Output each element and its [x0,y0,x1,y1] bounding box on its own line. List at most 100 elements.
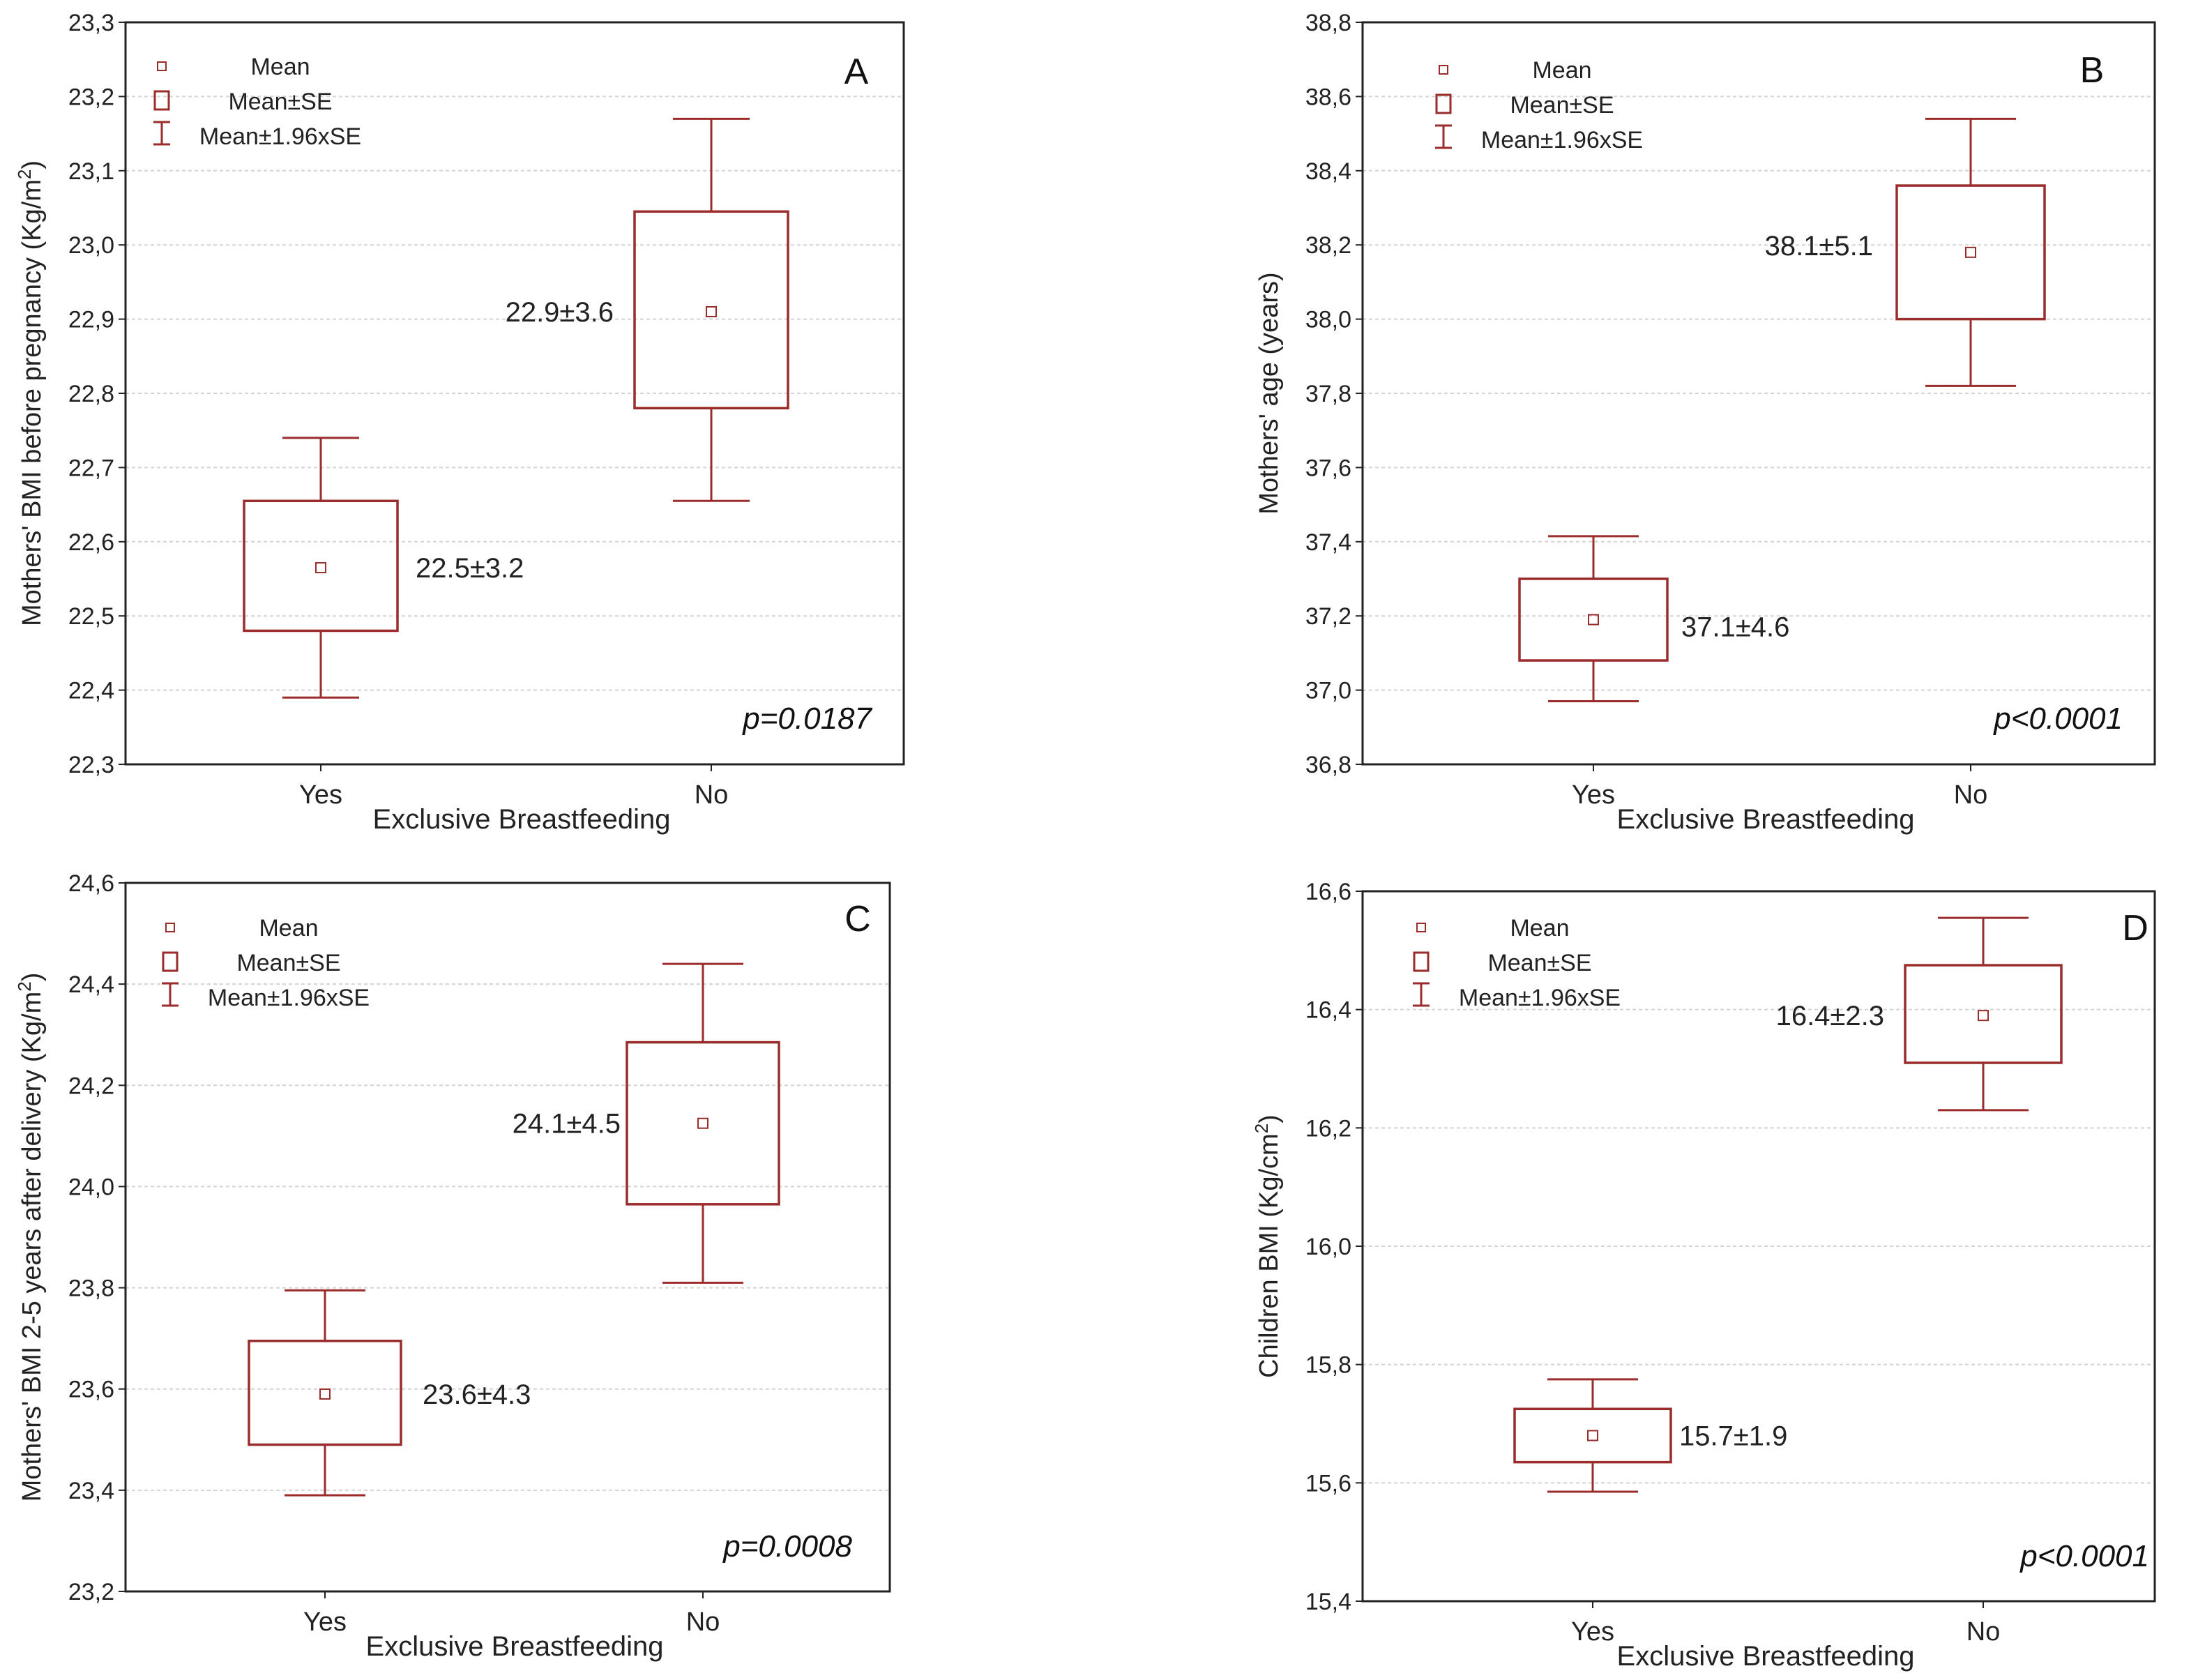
y-tick-label: 38,2 [1305,232,1351,259]
legend: Mean Mean±SE Mean±1.96xSE [162,915,370,1011]
panel-letter: A [844,52,869,92]
x-tick-label: No [1954,780,1988,810]
y-tick-label: 24,4 [68,971,114,998]
mean-sd-label: 15.7±1.9 [1679,1421,1787,1451]
panel-letter: B [2080,50,2105,91]
y-axis-label-end: ) [17,973,47,982]
y-tick-label: 15,4 [1305,1589,1351,1615]
mean-sd-label: 22.5±3.2 [416,553,524,584]
x-tick-label: No [695,780,729,810]
y-tick-label: 16,2 [1305,1115,1351,1142]
y-tick-label: 23,6 [68,1377,114,1403]
se-box [1518,577,1669,662]
legend-se-icon [1435,93,1452,114]
se-box [1513,1407,1672,1464]
mean-marker [697,1117,708,1129]
series-no: 38.1±5.1 [1765,117,2046,387]
mean-marker [1965,246,1976,258]
se-box [626,1040,780,1206]
mean-marker [315,562,326,574]
y-axis-label: Mothers' BMI 2-5 years after delivery (K… [14,973,47,1502]
p-value: p<0.0001 [1992,702,2123,736]
y-tick-label: 22,8 [68,381,114,407]
x-axis-label: Exclusive Breastfeeding [1617,1641,1915,1672]
y-axis-label-main: Mothers' BMI before pregnancy (Kg/m [17,179,47,626]
x-axis-label: Exclusive Breastfeeding [373,804,671,835]
mean-sd-label: 38.1±5.1 [1765,231,1873,262]
y-tick-label: 38,8 [1305,10,1351,36]
mean-sd-label: 24.1±4.5 [513,1109,621,1140]
p-value: p=0.0187 [741,702,872,736]
y-axis-label: Children BMI (Kg/cm2) [1251,1114,1284,1378]
se-box [243,499,399,633]
x-tick-label: No [686,1607,720,1637]
series-no: 22.9±3.6 [506,117,789,502]
legend-mean-label: Mean [259,915,318,941]
legend-se-label: Mean±SE [228,89,332,115]
legend-mean-label: Mean [1510,915,1569,941]
series-yes: 23.6±4.3 [248,1289,531,1497]
y-axis-label-main: Children BMI (Kg/cm [1255,1133,1284,1378]
y-tick-label: 22,3 [68,752,114,778]
panel-c: 23,2 23,4 23,6 23,8 24,0 24,2 24,4 24,6 Yes No Exc… [14,870,891,1662]
y-tick-label: 23,4 [68,1478,114,1504]
mean-sd-label: 22.9±3.6 [506,297,614,328]
legend-mean-icon [1416,923,1426,932]
y-tick-label: 37,2 [1305,603,1351,630]
y-axis-label: Mothers' BMI before pregnancy (Kg/m2) [14,160,47,626]
x-tick-label: No [1966,1617,2001,1647]
legend-se-label: Mean±SE [236,950,340,976]
y-tick-label: 37,6 [1305,455,1351,481]
y-tick-label: 23,1 [68,158,114,185]
y-axis-label: Mothers' age (years) [1255,272,1284,514]
y-axis-label-end: ) [17,160,47,169]
y-tick-label: 36,8 [1305,752,1351,778]
legend-se-icon [162,951,179,972]
mean-marker [1587,1430,1598,1441]
se-box [248,1340,402,1446]
y-tick-label: 23,0 [68,232,114,259]
y-tick-label: 22,7 [68,455,114,481]
p-value: p=0.0008 [722,1529,852,1564]
y-tick-label: 22,5 [68,603,114,630]
y-tick-label: 24,0 [68,1174,114,1200]
series-no: 24.1±4.5 [513,962,780,1284]
legend-ci-label: Mean±1.96xSE [199,123,361,150]
x-tick-label: Yes [1572,780,1615,810]
mean-marker [319,1388,331,1400]
x-axis-label: Exclusive Breastfeeding [366,1631,664,1662]
mean-sd-label: 23.6±4.3 [423,1379,531,1410]
y-tick-label: 22,4 [68,678,114,704]
series-yes: 37.1±4.6 [1518,535,1789,703]
se-box [1895,184,2046,321]
mean-marker [1978,1010,1989,1022]
y-tick-label: 23,3 [68,10,114,36]
se-box [1904,964,2063,1064]
x-tick-label: Yes [303,1607,347,1637]
y-tick-label: 22,9 [68,307,114,333]
series-no: 16.4±2.3 [1776,916,2063,1112]
legend-se-label: Mean±SE [1487,950,1591,976]
panel-letter: C [844,899,871,939]
legend-mean-icon [157,61,167,71]
mean-sd-label: 16.4±2.3 [1776,1001,1884,1031]
legend-ci-label: Mean±1.96xSE [208,985,370,1011]
panel-b: 36,8 37,0 37,2 37,4 37,6 37,8 38,0 38,2 38,4 38,6… [1255,10,2156,835]
legend-mean-label: Mean [1532,57,1591,84]
legend: Mean Mean±SE Mean±1.96xSE [1435,57,1643,153]
p-value: p<0.0001 [2019,1539,2149,1573]
y-tick-label: 38,6 [1305,84,1351,110]
y-tick-label: 16,0 [1305,1234,1351,1260]
legend: Mean Mean±SE Mean±1.96xSE [1413,915,1621,1011]
panel-d: 15,4 15,6 15,8 16,0 16,2 16,4 16,6 Yes No Exclusi… [1251,879,2156,1672]
y-tick-label: 23,2 [68,84,114,110]
y-axis-label-superscript: 2 [14,169,35,179]
y-axis-label-end: ) [1255,1114,1284,1123]
legend-se-icon [153,90,170,111]
series-yes: 22.5±3.2 [243,437,524,699]
y-tick-label: 16,6 [1305,879,1351,905]
panel-a: 22,3 22,4 22,5 22,6 22,7 22,8 22,9 23,0 23,1 23,2… [14,10,905,835]
mean-marker [1588,614,1599,626]
y-axis-label-superscript: 2 [1251,1123,1272,1133]
